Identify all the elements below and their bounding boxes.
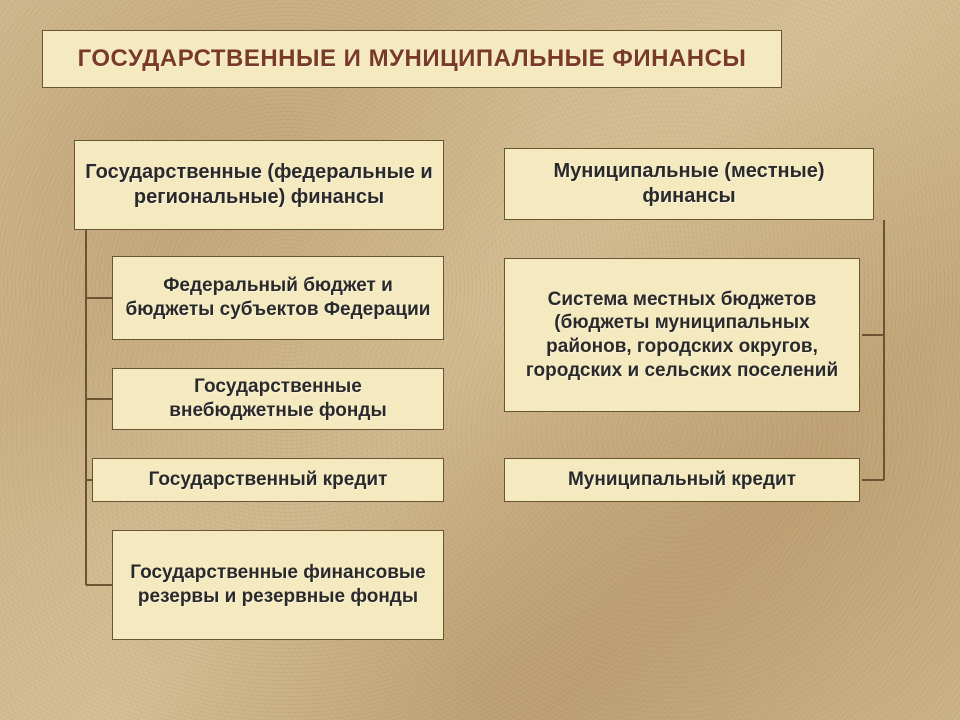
left-item-text: Государственные внебюджетные фонды: [123, 375, 433, 423]
right-header-box: Муниципальные (местные) финансы: [504, 148, 874, 220]
left-item-box: Государственные финансовые резервы и рез…: [112, 530, 444, 640]
left-header-text: Государственные (федеральные и региональ…: [85, 160, 433, 210]
left-item-box: Государственный кредит: [92, 458, 444, 502]
right-item-box: Система местных бюджетов (бюджеты муници…: [504, 258, 860, 412]
left-item-box: Федеральный бюджет и бюджеты субъектов Ф…: [112, 256, 444, 340]
left-item-text: Федеральный бюджет и бюджеты субъектов Ф…: [123, 274, 433, 322]
right-item-text: Система местных бюджетов (бюджеты муници…: [515, 288, 849, 383]
left-item-text: Государственный кредит: [149, 468, 388, 492]
right-item-text: Муниципальный кредит: [568, 468, 796, 492]
left-item-text: Государственные финансовые резервы и рез…: [123, 561, 433, 609]
diagram-title: ГОСУДАРСТВЕННЫЕ И МУНИЦИПАЛЬНЫЕ ФИНАНСЫ: [42, 30, 782, 88]
right-header-text: Муниципальные (местные) финансы: [515, 159, 863, 209]
right-item-box: Муниципальный кредит: [504, 458, 860, 502]
left-item-box: Государственные внебюджетные фонды: [112, 368, 444, 430]
left-header-box: Государственные (федеральные и региональ…: [74, 140, 444, 230]
title-text: ГОСУДАРСТВЕННЫЕ И МУНИЦИПАЛЬНЫЕ ФИНАНСЫ: [78, 44, 747, 74]
